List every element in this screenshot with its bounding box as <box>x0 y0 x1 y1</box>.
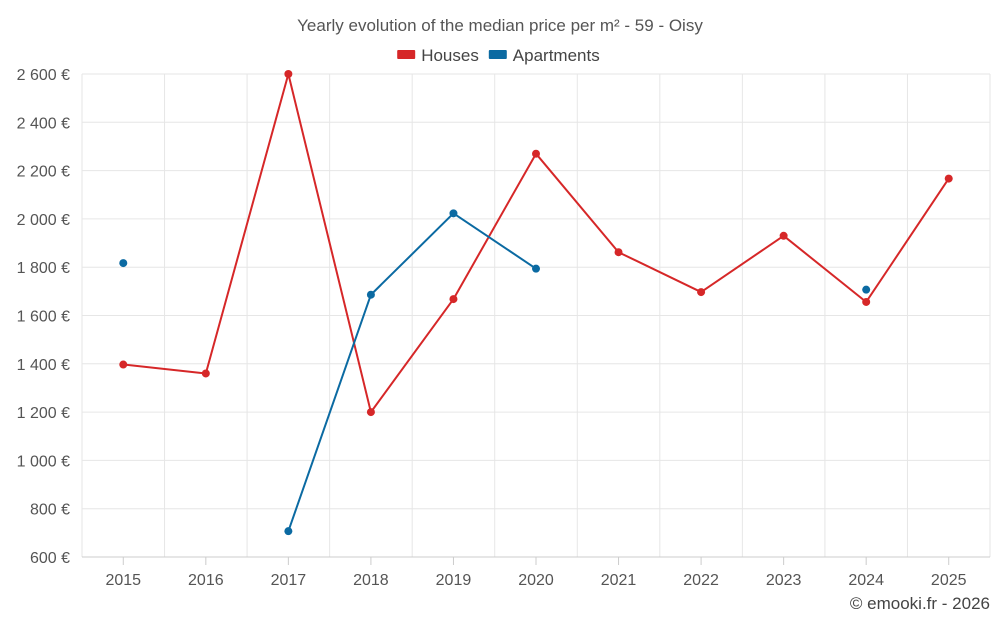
x-tick-label: 2018 <box>353 572 389 589</box>
y-tick-label: 1 000 € <box>17 453 70 470</box>
x-tick-label: 2019 <box>436 572 472 589</box>
x-tick-label: 2025 <box>931 572 967 589</box>
houses-point <box>201 369 210 378</box>
houses-point <box>532 149 540 158</box>
axes: 600 € 800 € 1 000 € 1 200 € 1 400 € 1 600 € 1 … <box>17 67 990 589</box>
y-tick-label: 1 200 € <box>17 405 70 422</box>
houses-point <box>697 288 706 297</box>
houses-point <box>862 297 871 306</box>
series-layer <box>119 70 953 536</box>
x-tick-label: 2022 <box>683 572 719 589</box>
houses-point <box>449 295 458 304</box>
x-tick-label: 2016 <box>188 572 224 589</box>
houses-point <box>284 70 293 78</box>
y-tick-label: 600 € <box>30 550 70 567</box>
apartments-point <box>119 259 128 268</box>
x-tick-label: 2015 <box>105 572 141 589</box>
y-tick-label: 2 600 € <box>17 67 70 84</box>
legend-label-apartments: Apartments <box>513 46 600 65</box>
y-tick-label: 2 400 € <box>17 115 70 132</box>
legend: Houses Apartments <box>397 46 600 65</box>
houses-point <box>119 360 128 369</box>
legend-label-houses: Houses <box>421 46 479 65</box>
apartments-point <box>862 285 871 294</box>
y-tick-label: 800 € <box>30 502 70 519</box>
apartments-point <box>449 209 458 218</box>
x-tick-label: 2017 <box>271 572 307 589</box>
apartments-point <box>366 290 375 299</box>
x-tick-label: 2024 <box>848 572 884 589</box>
x-tick-label: 2020 <box>518 572 554 589</box>
houses-point <box>944 174 953 183</box>
houses-point <box>779 231 788 240</box>
y-tick-label: 1 400 € <box>17 357 70 374</box>
x-tick-label: 2021 <box>601 572 637 589</box>
apartments-point <box>284 527 293 536</box>
y-tick-label: 2 000 € <box>17 212 70 229</box>
houses-point <box>614 248 623 257</box>
apartments-line <box>287 212 537 532</box>
legend-swatch-apartments <box>488 50 507 59</box>
legend-swatch-houses <box>397 50 416 59</box>
apartments-point <box>532 264 540 273</box>
x-tick-label: 2023 <box>766 572 802 589</box>
y-tick-label: 1 600 € <box>17 309 70 326</box>
y-tick-label: 1 800 € <box>17 260 70 277</box>
copyright-footer: © emooki.fr - 2026 <box>850 594 990 613</box>
grid <box>81 73 991 557</box>
y-tick-label: 2 200 € <box>17 164 70 181</box>
houses-point <box>366 408 375 417</box>
chart-title: Yearly evolution of the median price per… <box>297 16 703 35</box>
